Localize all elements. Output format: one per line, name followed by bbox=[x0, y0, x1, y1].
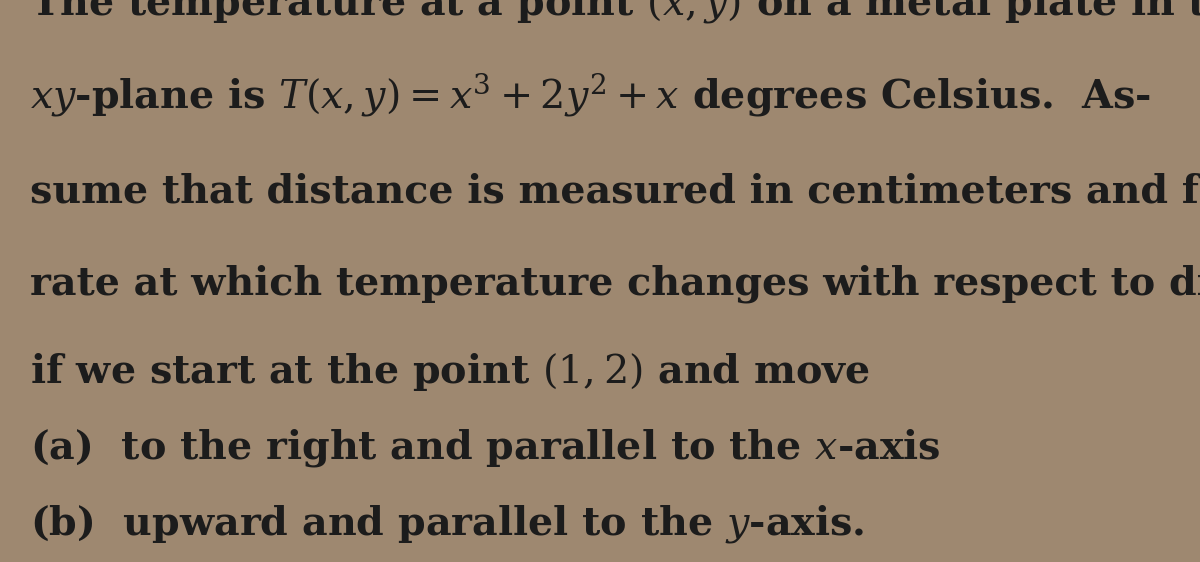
Text: sume that distance is measured in centimeters and find the: sume that distance is measured in centim… bbox=[30, 173, 1200, 211]
Text: (b)  upward and parallel to the $y$-axis.: (b) upward and parallel to the $y$-axis. bbox=[30, 503, 864, 545]
Text: if we start at the point $(1, 2)$ and move: if we start at the point $(1, 2)$ and mo… bbox=[30, 351, 870, 393]
Text: rate at which temperature changes with respect to distance: rate at which temperature changes with r… bbox=[30, 265, 1200, 303]
Text: $xy$-plane is $T(x, y) = x^3 + 2y^2 + x$ degrees Celsius.  As-: $xy$-plane is $T(x, y) = x^3 + 2y^2 + x$… bbox=[30, 71, 1151, 118]
Text: The temperature at a point $(x, y)$ on a metal plate in the: The temperature at a point $(x, y)$ on a… bbox=[30, 0, 1200, 25]
Text: (a)  to the right and parallel to the $x$-axis: (a) to the right and parallel to the $x$… bbox=[30, 427, 941, 469]
